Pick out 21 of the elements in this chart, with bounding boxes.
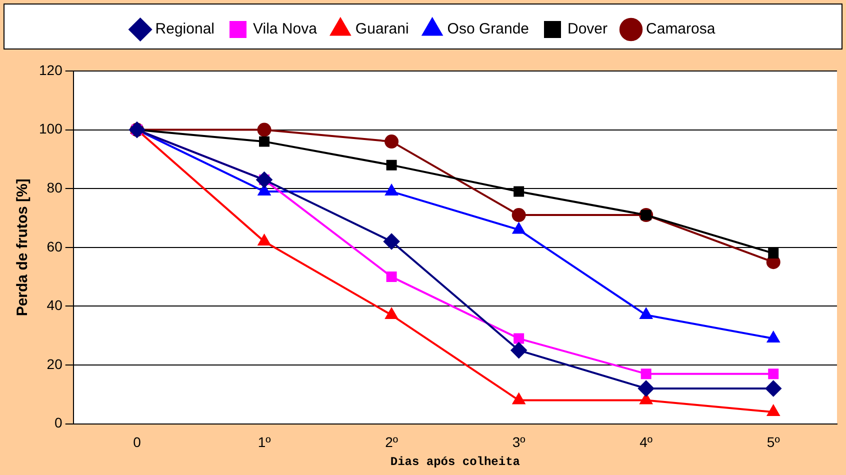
legend-label: Regional (155, 20, 215, 38)
legend-label: Vila Nova (253, 20, 318, 38)
x-axis-title: Dias após colheita (390, 454, 520, 469)
y-tick-label: 80 (46, 179, 63, 196)
legend-label: Camarosa (646, 20, 716, 38)
x-tick-label: 2º (385, 434, 398, 450)
y-axis-title: Perda de frutos [%] (14, 178, 32, 316)
y-tick-label: 60 (46, 238, 63, 254)
y-tick-label: 100 (39, 120, 63, 137)
x-tick-label: 3º (512, 434, 526, 450)
legend-label: Oso Grande (447, 20, 530, 38)
legend-label: Guarani (355, 20, 409, 38)
y-tick-label: 20 (46, 356, 63, 372)
legend-label: Dover (568, 20, 608, 38)
x-tick-label: 0 (133, 434, 142, 450)
y-tick-label: 120 (39, 62, 63, 78)
x-tick-label: 1º (258, 434, 271, 450)
y-tick-label: 40 (46, 297, 63, 314)
y-tick-label: 0 (54, 414, 63, 431)
x-tick-label: 4º (640, 434, 653, 450)
x-tick-label: 5º (766, 434, 780, 450)
